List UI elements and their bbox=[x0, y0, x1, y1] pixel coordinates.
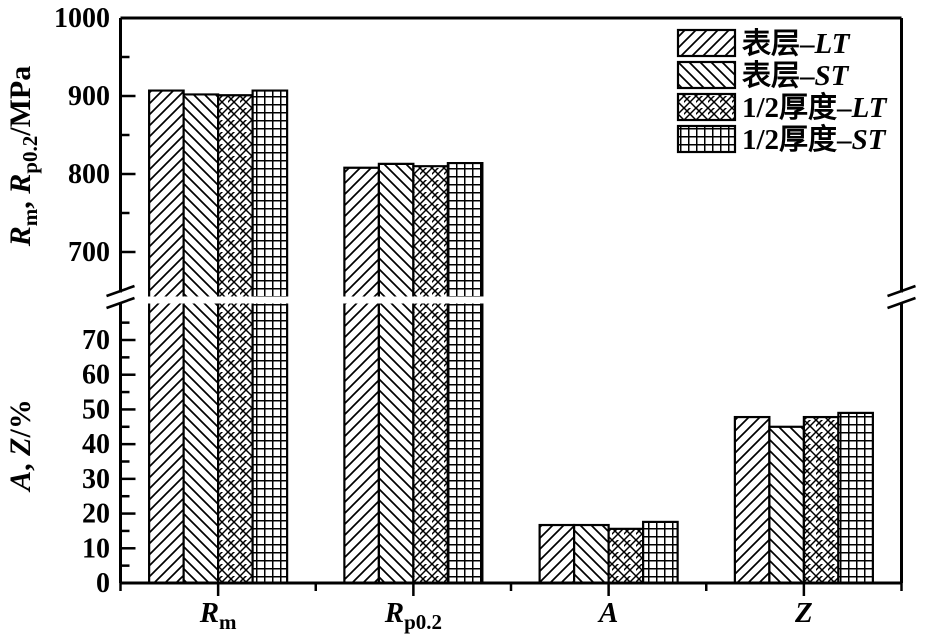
y-tick-label: 700 bbox=[68, 237, 110, 268]
legend-label: 1/2厚度–LT bbox=[742, 91, 888, 124]
x-axis-label-A: A bbox=[597, 597, 618, 629]
y-tick-label: 10 bbox=[82, 533, 110, 564]
legend-item-1: 表层–LT bbox=[676, 27, 851, 60]
bar-Rp0.2-series3 bbox=[412, 165, 449, 583]
bar-A-series3 bbox=[607, 527, 645, 585]
y-tick-label: 0 bbox=[96, 568, 110, 599]
y-tick-label: 40 bbox=[82, 429, 110, 460]
bar-Z-series2 bbox=[768, 425, 805, 585]
y-tick-label: 30 bbox=[82, 464, 110, 495]
legend-item-2: 表层–ST bbox=[676, 59, 850, 92]
y-tick-label: 20 bbox=[82, 499, 110, 530]
bar-Rm-series2 bbox=[182, 93, 220, 583]
bar-A-series1 bbox=[538, 523, 576, 585]
bar-A-series2 bbox=[573, 523, 610, 585]
x-axis-label-Z: Z bbox=[794, 597, 813, 629]
legend-swatch-diag-backward bbox=[676, 60, 737, 90]
legend-swatch-crosshatch bbox=[676, 92, 737, 122]
bar-Rm-series1 bbox=[148, 89, 185, 583]
y-axis-label-top: Rm, Rp0.2/MPa bbox=[4, 66, 42, 247]
legend-swatch-grid bbox=[676, 124, 737, 154]
x-axis-label-Rp0.2: Rp0.2 bbox=[384, 597, 442, 634]
y-tick-label: 70 bbox=[82, 325, 110, 356]
bar-Z-series3 bbox=[802, 415, 840, 585]
bar-Rm-series4 bbox=[251, 89, 289, 583]
bar-Rp0.2-series1 bbox=[343, 166, 380, 583]
y-tick-label: 900 bbox=[68, 81, 110, 112]
bars-group bbox=[148, 89, 874, 585]
x-ticks-group bbox=[119, 583, 903, 596]
y-tick-label: 60 bbox=[82, 360, 110, 391]
legend-swatch-diag-forward bbox=[676, 28, 737, 58]
axis-break-mark-left bbox=[106, 284, 135, 310]
axis-break-mark-right bbox=[887, 284, 916, 310]
bar-Z-series1 bbox=[733, 415, 771, 585]
bar-Rm-series3 bbox=[217, 94, 254, 583]
y-tick-label: 1000 bbox=[54, 3, 110, 34]
legend-label: 表层–LT bbox=[742, 27, 851, 60]
y-tick-label: 800 bbox=[68, 159, 110, 190]
bar-A-series4 bbox=[642, 520, 679, 585]
legend-item-3: 1/2厚度–LT bbox=[676, 91, 888, 124]
bar-Rp0.2-series2 bbox=[377, 162, 415, 583]
x-axis-label-Rm: Rm bbox=[199, 597, 237, 634]
legend-label: 表层–ST bbox=[742, 59, 850, 92]
bar-Rp0.2-series4 bbox=[446, 161, 484, 583]
legend-label: 1/2厚度–ST bbox=[742, 123, 887, 156]
y-axis-label-bottom: A, Z/% bbox=[4, 399, 37, 493]
bar-Z-series4 bbox=[837, 411, 874, 585]
legend-item-4: 1/2厚度–ST bbox=[676, 123, 887, 156]
y-tick-label: 50 bbox=[82, 394, 110, 425]
